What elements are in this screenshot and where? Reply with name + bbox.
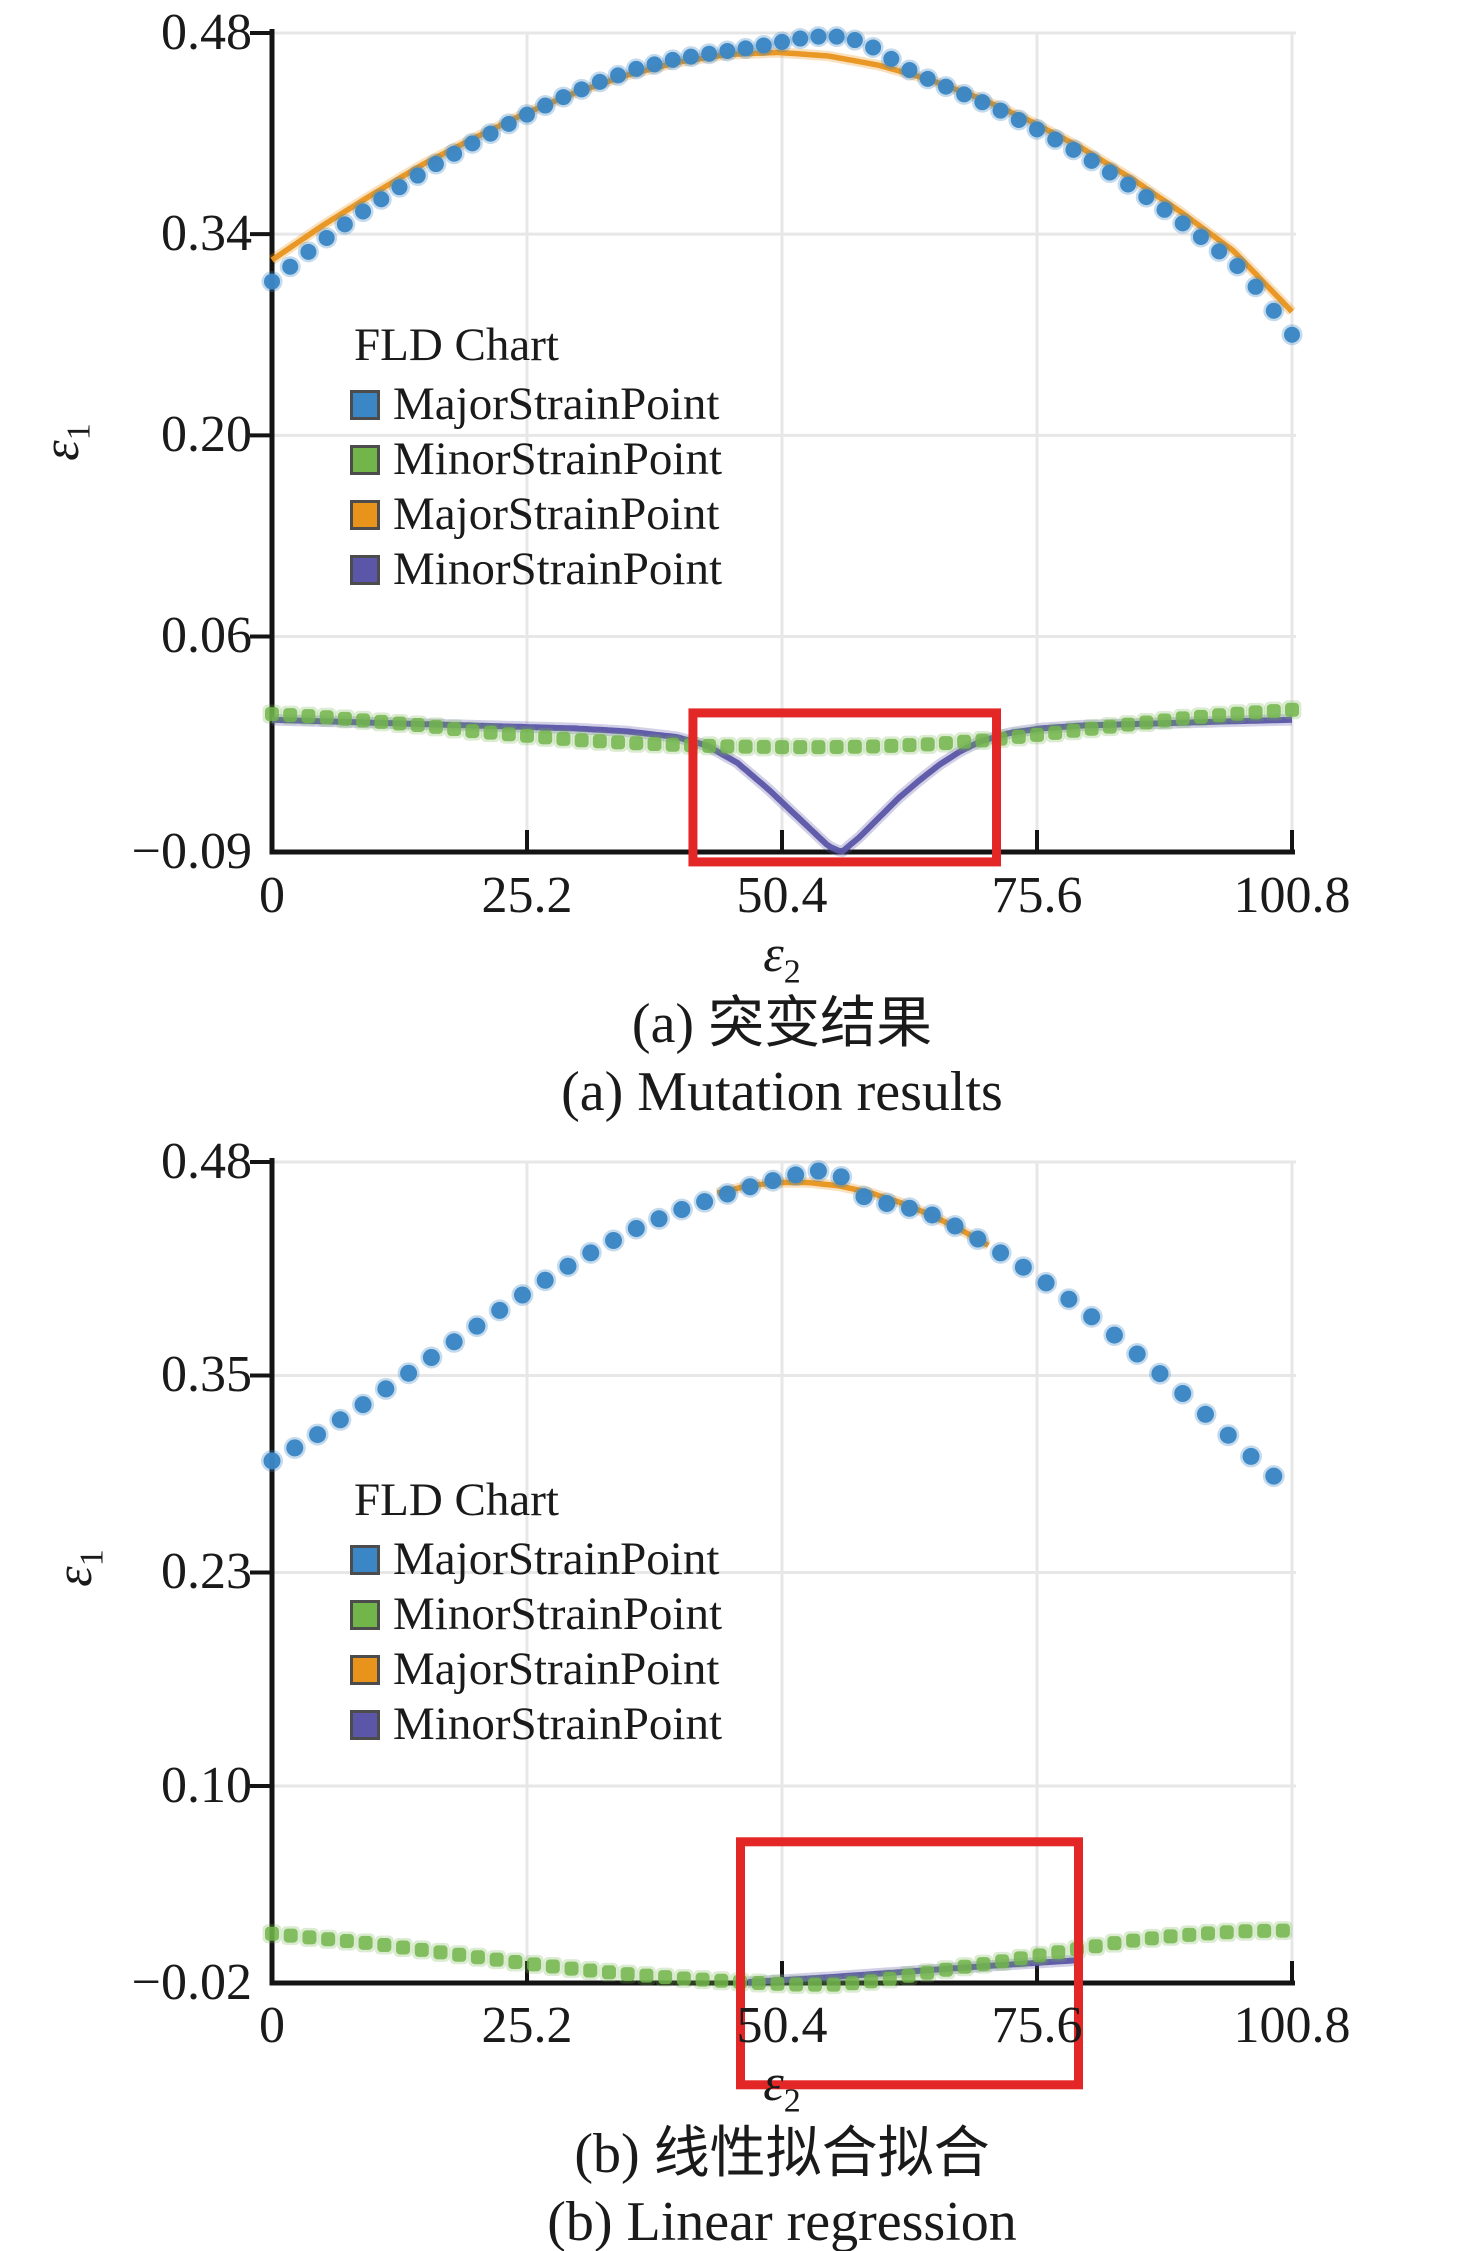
- scatter-series-majorstrainpoint: [261, 26, 1303, 346]
- scatter-series-minorstrainpoint: [262, 1921, 1293, 1995]
- panel-b-xtick: 50.4: [736, 1997, 828, 2054]
- green-square-marker-icon: [350, 444, 380, 475]
- gridlines: [272, 1160, 1296, 1983]
- panel-a-y-axis-label: ε1: [33, 423, 98, 461]
- panel-a-ytick: 0.20: [161, 406, 252, 463]
- green-square-marker-icon: [350, 1599, 380, 1630]
- panel-a-xtick: 25.2: [481, 867, 573, 924]
- legend-title: FLD Chart: [354, 1474, 559, 1526]
- fld-chart-panel-a: [250, 26, 1303, 867]
- line-series-majorstrainpoint: [715, 1177, 992, 1250]
- caption-b-english: (b) Linear regression: [547, 2191, 1017, 2251]
- panel-b-xtick: 0: [259, 1997, 285, 2054]
- orange-square-marker-icon: [350, 1654, 380, 1685]
- panel-b-ytick: −0.02: [131, 1954, 252, 2011]
- blue-square-marker-icon: [350, 1544, 380, 1575]
- panel-a-ytick: 0.48: [161, 4, 252, 61]
- panel-a-ytick: −0.09: [131, 823, 252, 880]
- panel-b-xtick: 100.8: [1233, 1997, 1351, 2054]
- panel-a-xtick: 0: [259, 867, 285, 924]
- legend-item-label: MajorStrainPoint: [393, 1533, 720, 1585]
- scatter-series-majorstrainpoint: [261, 1160, 1285, 1488]
- legend-item-label: MajorStrainPoint: [393, 488, 720, 540]
- panel-b-xtick: 25.2: [481, 1997, 573, 2054]
- panel-b-ytick: 0.35: [161, 1346, 252, 1403]
- panel-a-xtick: 50.4: [736, 867, 828, 924]
- caption-a-english: (a) Mutation results: [561, 1061, 1003, 1123]
- legend-item: MajorStrainPoint: [350, 1642, 722, 1697]
- panel-a-ytick: 0.06: [161, 607, 252, 664]
- highlight-rect-b: [736, 1837, 1083, 2090]
- purple-square-marker-icon: [350, 1709, 380, 1740]
- panel-a-ytick: 0.34: [161, 205, 252, 262]
- fld-chart-panel-b: [250, 1158, 1296, 2090]
- legend-item-label: MinorStrainPoint: [393, 1698, 723, 1750]
- panel-b-legend: FLD Chart MajorStrainPoint MinorStrainPo…: [350, 1473, 722, 1752]
- panel-a-legend: FLD Chart MajorStrainPoint MinorStrainPo…: [350, 318, 722, 597]
- panel-a-x-axis-label: ε2: [763, 926, 801, 991]
- caption-b-chinese: (b) 线性拟合拟合: [574, 2123, 990, 2185]
- panel-a-xtick: 100.8: [1233, 867, 1351, 924]
- legend-item: MajorStrainPoint: [350, 377, 722, 432]
- legend-item: MajorStrainPoint: [350, 1532, 722, 1587]
- scatter-series-minorstrainpoint: [262, 700, 1302, 757]
- panel-b-ytick: 0.48: [161, 1133, 252, 1190]
- purple-square-marker-icon: [350, 554, 380, 585]
- legend-item-label: MajorStrainPoint: [393, 1643, 720, 1695]
- legend-item-label: MinorStrainPoint: [393, 433, 723, 485]
- panel-b-xtick: 75.6: [991, 1997, 1083, 2054]
- legend-item: MinorStrainPoint: [350, 542, 722, 597]
- highlight-rect-a: [688, 708, 1002, 867]
- line-series-majorstrainpoint: [269, 47, 1296, 316]
- legend-item: MinorStrainPoint: [350, 432, 722, 487]
- legend-item: MajorStrainPoint: [350, 487, 722, 542]
- legend-item-label: MinorStrainPoint: [393, 1588, 723, 1640]
- blue-square-marker-icon: [350, 389, 380, 420]
- caption-a-chinese: (a) 突变结果: [631, 993, 933, 1055]
- gridlines: [272, 31, 1296, 852]
- panel-a-xtick: 75.6: [991, 867, 1083, 924]
- legend-item: MinorStrainPoint: [350, 1697, 722, 1752]
- legend-item-label: MajorStrainPoint: [393, 378, 720, 430]
- panel-b-y-axis-label: ε1: [46, 1549, 111, 1587]
- panel-b-ytick: 0.10: [161, 1757, 252, 1814]
- panel-b-x-axis-label: ε2: [763, 2055, 801, 2120]
- panel-b-ytick: 0.23: [161, 1543, 252, 1600]
- legend-item: MinorStrainPoint: [350, 1587, 722, 1642]
- legend-item-label: MinorStrainPoint: [393, 543, 723, 595]
- legend-title: FLD Chart: [354, 319, 559, 371]
- orange-square-marker-icon: [350, 499, 380, 530]
